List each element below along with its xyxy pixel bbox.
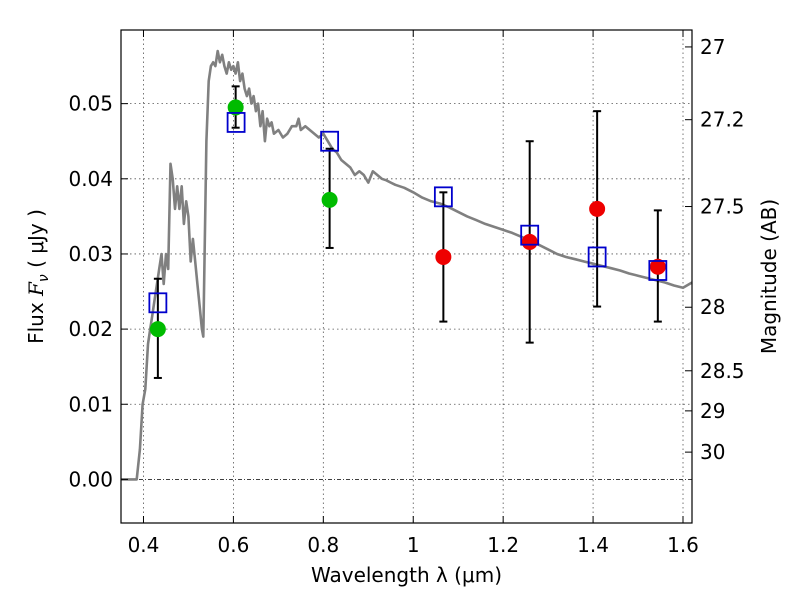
y-tick-label: 0.05 <box>68 92 113 116</box>
model-photometry-square <box>148 292 168 314</box>
model-photometry-square <box>433 186 453 208</box>
x-tick-label: 1.6 <box>667 533 699 557</box>
y-axis-label-right: Magnitude (AB) <box>757 199 781 354</box>
model-photometry-square <box>320 130 340 152</box>
right-tick-label: 30 <box>700 440 725 464</box>
axis-ticks: 0.4 0.6 0.8 1 1.2 1.4 1.6 0.00 0.01 0.02 0.03 0.04 0… <box>68 30 745 557</box>
right-tick-label: 27.2 <box>700 108 745 132</box>
observed-point-green <box>321 191 338 208</box>
right-tick-label: 27 <box>700 35 725 59</box>
model-photometry-square <box>648 260 668 281</box>
plot-frame <box>120 29 693 524</box>
y-tick-label: 0.01 <box>68 392 113 416</box>
y-tick-label: 0.03 <box>68 242 113 266</box>
x-tick-label: 0.4 <box>128 533 160 557</box>
y-label-suffix: ( μJy ) <box>24 209 48 274</box>
observed-point-green <box>149 321 166 338</box>
x-tick-label: 1 <box>407 533 420 557</box>
right-tick-label: 27.5 <box>700 195 745 219</box>
model-photometry-layer <box>148 112 668 314</box>
y-tick-label: 0.02 <box>68 317 113 341</box>
observed-point-green <box>227 99 244 116</box>
y-label-prefix: Flux <box>24 296 48 344</box>
observed-point-red <box>521 233 538 250</box>
right-tick-label: 28 <box>700 295 725 319</box>
y-tick-label: 0.00 <box>68 467 113 491</box>
y-label-symbol: F <box>24 281 48 297</box>
errorbar-layer <box>153 85 662 379</box>
grid-lines <box>121 30 692 523</box>
observed-point-red <box>435 248 452 265</box>
right-tick-label: 29 <box>700 399 725 423</box>
model-photometry-square <box>587 246 607 268</box>
model-spectrum-layer <box>121 49 693 481</box>
x-tick-label: 1.2 <box>487 533 519 557</box>
observed-point-red <box>649 258 666 275</box>
model-spectrum-line <box>121 49 693 481</box>
y-tick-label: 0.04 <box>68 167 113 191</box>
x-tick-label: 0.6 <box>217 533 249 557</box>
x-tick-label: 0.8 <box>307 533 339 557</box>
observed-point-red <box>589 200 606 217</box>
model-photometry-square <box>520 224 540 246</box>
right-tick-label: 28.5 <box>700 359 745 383</box>
observed-points-layer <box>149 99 666 338</box>
x-axis-label: Wavelength λ (μm) <box>311 563 502 587</box>
y-axis-label-left: Flux Fν ( μJy ) <box>24 209 52 344</box>
model-photometry-square <box>226 112 246 133</box>
x-tick-label: 1.4 <box>577 533 609 557</box>
y-label-subscript: ν <box>36 274 52 282</box>
